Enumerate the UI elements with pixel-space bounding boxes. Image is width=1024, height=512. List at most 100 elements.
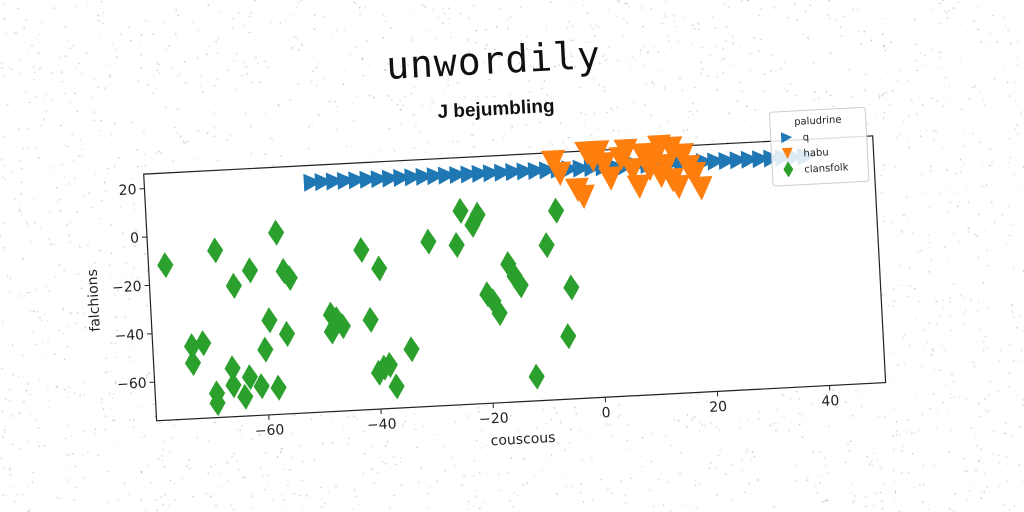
x-tick-label: 0 (601, 405, 611, 421)
data-point (707, 152, 726, 171)
x-tick-label: −20 (479, 410, 509, 428)
y-tick-label: 0 (130, 230, 140, 246)
data-point (516, 162, 535, 181)
data-point (547, 161, 572, 187)
data-point (403, 336, 420, 363)
data-point (281, 264, 298, 292)
data-point (370, 359, 388, 386)
plot-area: −60 −40 −20 0 20 40 20 0 −20 −40 −60 couscous falc… (85, 106, 887, 449)
data-point (505, 163, 524, 182)
data-point (512, 272, 529, 299)
data-point (388, 373, 405, 400)
data-point (278, 320, 296, 347)
data-point (381, 169, 401, 188)
data-point (585, 140, 610, 165)
y-tick-label: −20 (112, 279, 142, 297)
data-point (482, 164, 502, 183)
data-point (253, 373, 270, 400)
data-point (257, 336, 274, 363)
data-point (270, 374, 287, 401)
legend-box (768, 106, 870, 187)
data-point (572, 159, 591, 178)
data-point (370, 170, 390, 189)
series-clansfolk (157, 197, 580, 417)
data-point (598, 166, 623, 191)
data-point (195, 330, 212, 357)
data-point (527, 161, 547, 180)
data-point (404, 168, 423, 187)
y-tick-label: 20 (118, 182, 137, 199)
data-point (420, 228, 437, 255)
y-tick-label: −40 (114, 327, 144, 345)
data-point (303, 173, 322, 192)
data-point (682, 161, 707, 187)
data-point (751, 150, 771, 169)
legend-label: q (802, 132, 809, 143)
data-point (658, 136, 683, 161)
y-axis-label: falchions (85, 269, 104, 332)
data-point (184, 350, 202, 377)
data-point (740, 150, 760, 169)
data-point (207, 237, 224, 264)
series-habu (540, 134, 713, 210)
legend: paludrine q habu clansfolk (768, 106, 870, 187)
data-point (538, 232, 555, 259)
data-point (323, 318, 340, 345)
data-point (469, 201, 486, 228)
legend-label: clansfolk (804, 162, 849, 175)
legend-title: paludrine (794, 115, 842, 128)
data-point (224, 355, 241, 382)
data-point (426, 167, 446, 186)
data-point (314, 173, 334, 192)
data-point (548, 197, 565, 224)
data-point (626, 174, 651, 199)
data-point (237, 383, 254, 410)
data-point (540, 149, 565, 175)
legend-item: clansfolk (783, 161, 849, 178)
data-point (371, 255, 388, 282)
data-point (528, 363, 545, 390)
data-point (348, 171, 367, 190)
data-point (225, 272, 242, 299)
data-point (448, 231, 465, 259)
data-point (452, 197, 469, 224)
legend-marker (783, 161, 794, 178)
data-point (261, 307, 278, 334)
data-point (464, 211, 481, 238)
data-point (570, 184, 595, 210)
x-tick-label: −60 (254, 422, 284, 440)
data-point (449, 166, 468, 185)
data-point (494, 163, 513, 182)
data-point (563, 274, 580, 301)
x-tick-label: −40 (367, 416, 397, 434)
data-point (336, 171, 356, 190)
legend-item: habu (781, 147, 829, 160)
x-axis-label: couscous (490, 430, 556, 449)
data-point (209, 390, 226, 417)
data-point (591, 151, 616, 177)
data-point (241, 257, 259, 284)
data-point (157, 252, 174, 279)
data-point (415, 167, 434, 186)
data-point (359, 170, 378, 189)
data-point (669, 142, 694, 168)
data-point (225, 372, 242, 399)
data-point (491, 300, 508, 327)
data-point (362, 306, 379, 333)
data-point (325, 172, 345, 191)
legend-marker (781, 147, 793, 159)
data-point (560, 323, 577, 350)
legend-items: q habu clansfolk (780, 132, 849, 178)
data-point (538, 161, 558, 180)
y-tick-label: −60 (117, 376, 147, 394)
data-point (268, 219, 285, 246)
data-point (471, 164, 491, 183)
legend-marker (780, 132, 793, 144)
data-point (688, 175, 713, 201)
data-point (241, 364, 259, 391)
legend-label: habu (803, 147, 829, 159)
data-point (665, 174, 690, 200)
data-point (729, 151, 748, 170)
data-point (460, 165, 479, 184)
